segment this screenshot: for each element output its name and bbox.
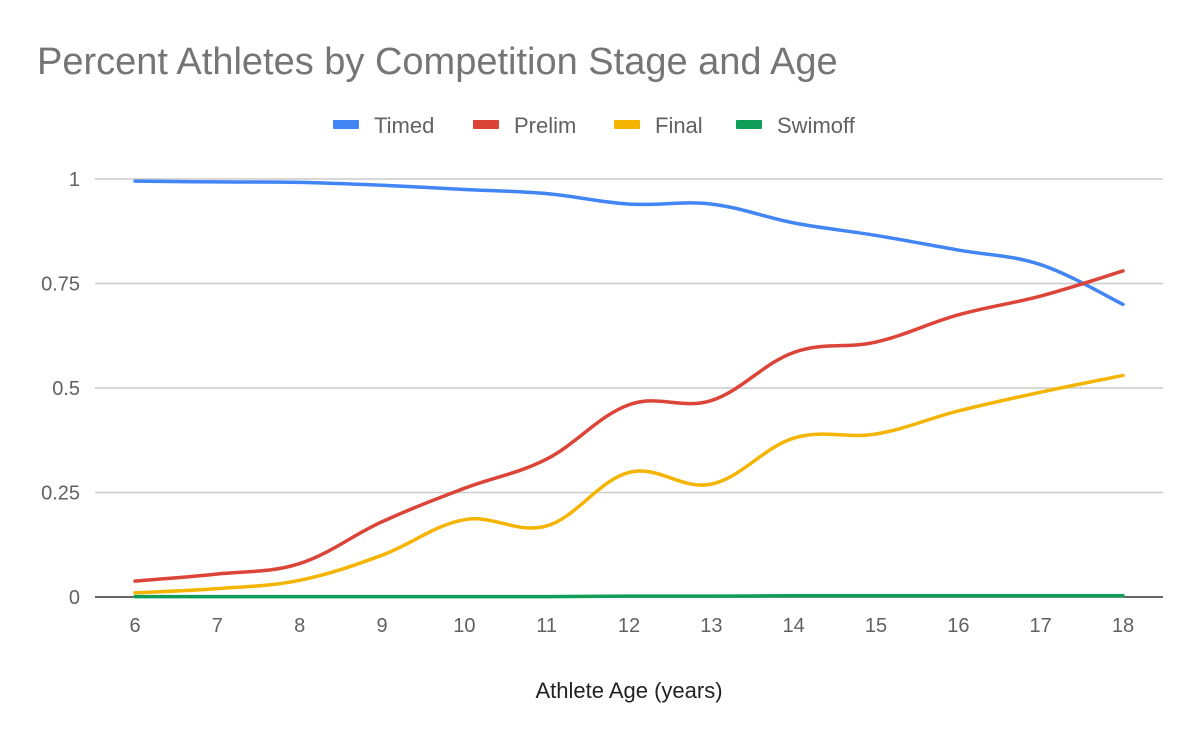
legend-item-prelim: Prelim	[473, 113, 576, 138]
legend: Timed Prelim Final Swimoff	[333, 113, 856, 138]
chart-title: Percent Athletes by Competition Stage an…	[37, 41, 838, 83]
x-tick-label: 9	[376, 615, 387, 637]
x-axis-ticks: 6 7 8 9 10 11 12 13 14 15 16 17 18	[129, 615, 1134, 637]
x-tick-label: 15	[865, 615, 887, 637]
legend-label: Swimoff	[777, 113, 856, 138]
x-tick-label: 12	[618, 615, 640, 637]
y-tick-label: 0.75	[41, 274, 80, 296]
legend-swatch	[614, 120, 640, 129]
series-lines	[133, 179, 1125, 599]
legend-swatch	[473, 120, 499, 129]
series-line-swimoff	[133, 593, 1125, 599]
series-line-prelim	[133, 269, 1125, 583]
x-tick-label: 17	[1030, 615, 1052, 637]
legend-item-swimoff: Swimoff	[736, 113, 856, 138]
series-line-timed	[133, 179, 1125, 307]
legend-item-timed: Timed	[333, 113, 434, 138]
legend-swatch	[736, 120, 762, 129]
x-tick-label: 14	[783, 615, 805, 637]
legend-item-final: Final	[614, 113, 703, 138]
y-tick-label: 1	[69, 169, 80, 191]
legend-label: Prelim	[514, 113, 576, 138]
y-axis-ticks: 0 0.25 0.5 0.75 1	[41, 169, 80, 609]
x-tick-label: 10	[453, 615, 475, 637]
gridlines	[95, 178, 1163, 598]
x-tick-label: 6	[129, 615, 140, 637]
y-tick-label: 0.25	[41, 483, 80, 505]
x-tick-label: 13	[700, 615, 722, 637]
legend-label: Final	[655, 113, 703, 138]
legend-swatch	[333, 120, 359, 129]
x-tick-label: 16	[947, 615, 969, 637]
x-axis-title: Athlete Age (years)	[535, 678, 722, 703]
legend-label: Timed	[374, 113, 434, 138]
series-line-final	[133, 373, 1125, 595]
y-tick-label: 0.5	[52, 378, 80, 400]
x-tick-label: 7	[212, 615, 223, 637]
x-tick-label: 8	[294, 615, 305, 637]
x-tick-label: 11	[536, 615, 557, 637]
x-tick-label: 18	[1112, 615, 1134, 637]
y-tick-label: 0	[69, 587, 80, 609]
